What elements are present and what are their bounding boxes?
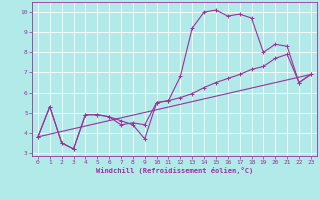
- X-axis label: Windchill (Refroidissement éolien,°C): Windchill (Refroidissement éolien,°C): [96, 167, 253, 174]
